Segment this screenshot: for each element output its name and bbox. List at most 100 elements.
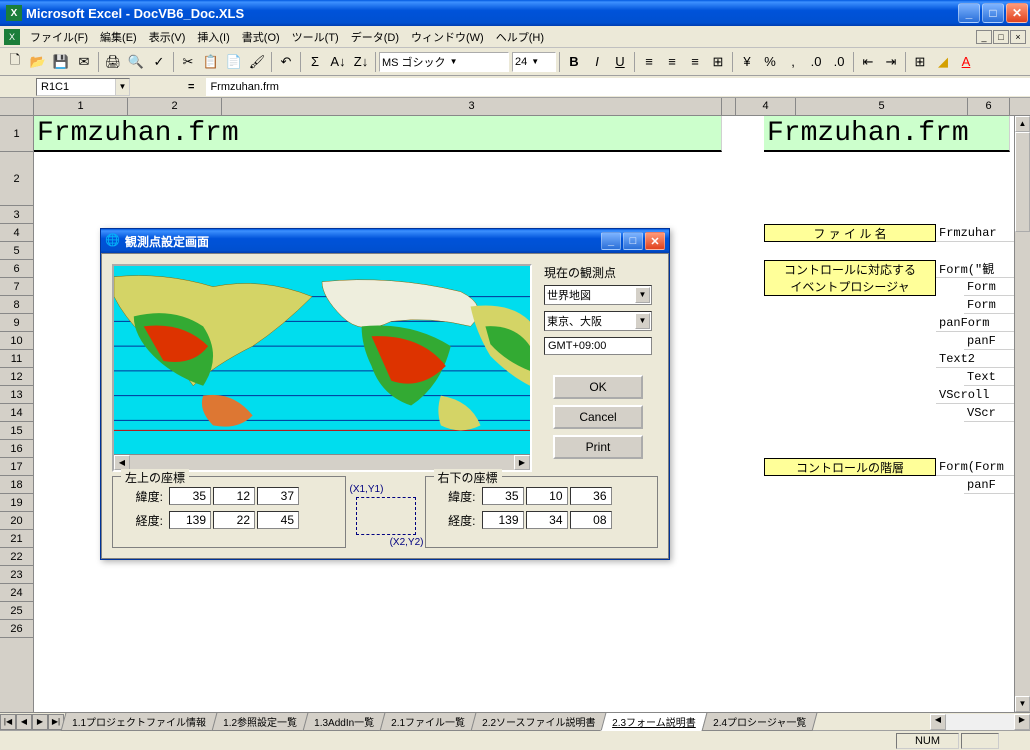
maximize-button[interactable]: □ — [982, 3, 1004, 23]
preview-icon[interactable]: 🔍 — [125, 51, 147, 73]
mdi-restore[interactable]: □ — [993, 30, 1009, 44]
menu-file[interactable]: ファイル(F) — [24, 27, 94, 47]
city-combo[interactable]: 東京、大阪▼ — [544, 311, 652, 331]
menu-format[interactable]: 書式(O) — [236, 27, 286, 47]
row-header-14[interactable]: 14 — [0, 404, 33, 422]
row-header-12[interactable]: 12 — [0, 368, 33, 386]
row-header-8[interactable]: 8 — [0, 296, 33, 314]
format-painter-icon[interactable]: 🖌 — [246, 51, 268, 73]
row-header-5[interactable]: 5 — [0, 242, 33, 260]
map-type-combo[interactable]: 世界地図▼ — [544, 285, 652, 305]
spell-icon[interactable]: ✓ — [148, 51, 170, 73]
cell-c6-r8[interactable]: panForm — [936, 314, 1026, 332]
cell-r1c5[interactable]: Frmzuhan.frm — [764, 116, 1010, 152]
menu-tools[interactable]: ツール(T) — [286, 27, 345, 47]
italic-icon[interactable]: I — [586, 51, 608, 73]
col-header-[interactable] — [722, 98, 736, 115]
col-header-4[interactable]: 4 — [736, 98, 796, 115]
indent-dec-icon[interactable]: ⇤ — [857, 51, 879, 73]
fill-color-icon[interactable]: ◢ — [932, 51, 954, 73]
col-header-1[interactable]: 1 — [34, 98, 128, 115]
row-header-7[interactable]: 7 — [0, 278, 33, 296]
row-header-16[interactable]: 16 — [0, 440, 33, 458]
dialog-titlebar[interactable]: 🌐 観測点設定画面 _ □ ✕ — [101, 229, 669, 253]
print-button[interactable]: Print — [553, 435, 643, 459]
row-header-20[interactable]: 20 — [0, 512, 33, 530]
tl-lat-deg[interactable]: 35 — [169, 487, 211, 505]
currency-icon[interactable]: ¥ — [736, 51, 758, 73]
col-header-6[interactable]: 6 — [968, 98, 1010, 115]
br-lat-sec[interactable]: 36 — [570, 487, 612, 505]
map-scrollbar-h[interactable]: ◀ ▶ — [114, 454, 530, 470]
cell-c6-r12[interactable]: VScroll — [936, 386, 1026, 404]
mdi-minimize[interactable]: _ — [976, 30, 992, 44]
comma-icon[interactable]: , — [782, 51, 804, 73]
col-header-3[interactable]: 3 — [222, 98, 722, 115]
dialog-maximize[interactable]: □ — [623, 232, 643, 250]
tab-next[interactable]: ▶ — [32, 714, 48, 730]
sort-desc-icon[interactable]: Z↓ — [350, 51, 372, 73]
row-header-2[interactable]: 2 — [0, 152, 33, 206]
row-header-15[interactable]: 15 — [0, 422, 33, 440]
borders-icon[interactable]: ⊞ — [909, 51, 931, 73]
ok-button[interactable]: OK — [553, 375, 643, 399]
tab-first[interactable]: |◀ — [0, 714, 16, 730]
new-icon[interactable]: 🗋 — [4, 51, 26, 73]
align-left-icon[interactable]: ≡ — [638, 51, 660, 73]
mail-icon[interactable]: ✉ — [73, 51, 95, 73]
row-header-25[interactable]: 25 — [0, 602, 33, 620]
control-header-2[interactable]: イベントプロシージャ — [764, 278, 936, 296]
mdi-close[interactable]: × — [1010, 30, 1026, 44]
row-header-22[interactable]: 22 — [0, 548, 33, 566]
control-header-1[interactable]: コントロールに対応する — [764, 260, 936, 278]
timezone-text[interactable]: GMT+09:00 — [544, 337, 652, 355]
merge-icon[interactable]: ⊞ — [707, 51, 729, 73]
minimize-button[interactable]: _ — [958, 3, 980, 23]
align-right-icon[interactable]: ≡ — [684, 51, 706, 73]
tab-prev[interactable]: ◀ — [16, 714, 32, 730]
menu-help[interactable]: ヘルプ(H) — [490, 27, 550, 47]
menu-edit[interactable]: 編集(E) — [94, 27, 143, 47]
dialog-close[interactable]: ✕ — [645, 232, 665, 250]
dec-decimal-icon[interactable]: .0 — [828, 51, 850, 73]
filename-header[interactable]: フ ァ イ ル 名 — [764, 224, 936, 242]
row-header-10[interactable]: 10 — [0, 332, 33, 350]
menu-view[interactable]: 表示(V) — [143, 27, 192, 47]
hierarchy-header[interactable]: コントロールの階層 — [764, 458, 936, 476]
cell-c6-r3[interactable]: Frmzuhar — [936, 224, 1026, 242]
sheet-tab-3[interactable]: 1.3AddIn一覧 — [302, 713, 385, 731]
tl-lon-min[interactable]: 22 — [213, 511, 255, 529]
world-map[interactable] — [114, 266, 530, 454]
col-header-2[interactable]: 2 — [128, 98, 222, 115]
row-header-11[interactable]: 11 — [0, 350, 33, 368]
sheet-tab-4[interactable]: 2.1ファイル一覧 — [379, 713, 476, 731]
br-lon-deg[interactable]: 139 — [482, 511, 524, 529]
cut-icon[interactable]: ✂ — [177, 51, 199, 73]
name-box[interactable]: R1C1▼ — [36, 78, 130, 96]
copy-icon[interactable]: 📋 — [200, 51, 222, 73]
font-size-combo[interactable]: 24▼ — [512, 52, 556, 72]
br-lat-deg[interactable]: 35 — [482, 487, 524, 505]
row-header-17[interactable]: 17 — [0, 458, 33, 476]
col-header-5[interactable]: 5 — [796, 98, 968, 115]
undo-icon[interactable]: ↶ — [275, 51, 297, 73]
formula-input[interactable]: Frmzuhan.frm — [206, 78, 1030, 96]
row-header-26[interactable]: 26 — [0, 620, 33, 638]
indent-inc-icon[interactable]: ⇥ — [880, 51, 902, 73]
menu-window[interactable]: ウィンドウ(W) — [405, 27, 490, 47]
bold-icon[interactable]: B — [563, 51, 585, 73]
row-header-24[interactable]: 24 — [0, 584, 33, 602]
row-header-13[interactable]: 13 — [0, 386, 33, 404]
tl-lon-sec[interactable]: 45 — [257, 511, 299, 529]
paste-icon[interactable]: 📄 — [223, 51, 245, 73]
dialog-minimize[interactable]: _ — [601, 232, 621, 250]
row-header-6[interactable]: 6 — [0, 260, 33, 278]
sheet-tab-2[interactable]: 1.2参照設定一覧 — [211, 713, 308, 731]
sheet-tab-6[interactable]: 2.3フォーム説明書 — [601, 713, 707, 731]
vertical-scrollbar[interactable]: ▲▼ — [1014, 116, 1030, 712]
horizontal-scrollbar[interactable]: ◀▶ — [930, 714, 1030, 730]
br-lat-min[interactable]: 10 — [526, 487, 568, 505]
menu-data[interactable]: データ(D) — [345, 27, 405, 47]
row-header-1[interactable]: 1 — [0, 116, 33, 152]
cell-c6-r10[interactable]: Text2 — [936, 350, 1026, 368]
